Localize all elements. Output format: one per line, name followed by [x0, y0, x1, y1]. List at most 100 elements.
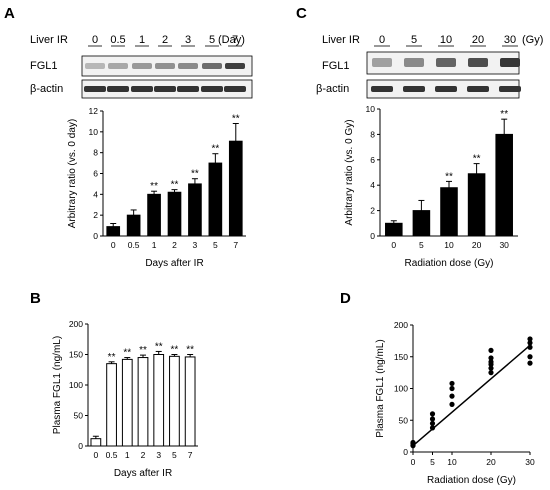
chart-a-significance: **	[150, 181, 158, 192]
chart-d-point	[429, 420, 436, 427]
blot-a-actin-band	[154, 86, 176, 92]
blot-a-row-actin: β-actin	[30, 83, 63, 95]
chart-b-bar	[153, 354, 165, 447]
chart-d-y-label: Plasma FGL1 (ng/mL)	[375, 339, 386, 437]
blot-a-lane-label: 0	[92, 34, 98, 46]
chart-a-y-tick-label: 0	[93, 231, 98, 241]
panel-label-d: D	[340, 290, 351, 307]
chart-d-point	[527, 360, 533, 366]
chart-d-point	[449, 393, 455, 399]
chart-d-point	[410, 439, 416, 446]
chart-a-y-tick-label: 10	[89, 127, 99, 137]
chart-d-point	[429, 416, 436, 422]
chart-d-x-label: Radiation dose (Gy)	[427, 475, 516, 486]
panel-label-a: A	[4, 5, 15, 22]
blot-a: Liver IR (Day) 0 0.5 1 2 3 5 7 FGL1 β-actin	[30, 34, 253, 99]
blot-c-fgl1-band	[404, 58, 424, 67]
chart-d-point	[449, 385, 455, 392]
chart-a-y-tick-label: 8	[93, 148, 98, 158]
blot-c-lanes: 0 5 10 20 30	[374, 34, 518, 47]
chart-a-x-tick-label: 5	[213, 240, 218, 250]
chart-d-y-tick-label: 50	[399, 415, 409, 425]
chart-b-bar	[137, 357, 149, 447]
chart-b-y-tick-label: 50	[74, 411, 84, 421]
chart-a-significance: **	[211, 144, 219, 155]
chart-c-bar	[440, 187, 458, 237]
blot-a-lanes: 0 0.5 1 2 3 5 7	[88, 34, 242, 47]
chart-b-x-tick-label: 7	[188, 450, 193, 460]
chart-c-y-label: Arbitrary ratio (vs. 0 Gy)	[344, 119, 355, 225]
chart-d-y-tick-label: 200	[394, 320, 408, 330]
chart-a-y-tick-label: 12	[89, 106, 99, 116]
blot-c: Liver IR (Gy) 0 5 10 20 30 FGL1 β-actin	[316, 34, 543, 99]
chart-b-significance: **	[155, 341, 163, 352]
chart-a-bar	[188, 183, 202, 237]
chart-a-x-tick-label: 3	[193, 240, 198, 250]
chart-a-significance: **	[191, 169, 199, 180]
chart-c-significance: **	[445, 171, 453, 182]
blot-c-row-actin: β-actin	[316, 83, 349, 95]
chart-d-y-tick-label: 150	[394, 352, 408, 362]
chart-a-y-tick-label: 4	[93, 189, 98, 199]
chart-a-x-label: Days after IR	[145, 258, 203, 269]
blot-a-fgl1-band	[202, 63, 222, 69]
chart-a-y-tick-label: 2	[93, 210, 98, 220]
chart-d-x-tick-label: 0	[411, 457, 416, 467]
chart-c-y-tick-label: 10	[366, 104, 376, 114]
chart-a-significance: **	[171, 180, 179, 191]
chart-d-y-tick-label: 0	[403, 447, 408, 457]
chart-a-x-tick-label: 1	[152, 240, 157, 250]
chart-a-bar	[106, 226, 121, 237]
chart-c-x-tick-label: 20	[472, 240, 482, 250]
chart-c-x-label: Radiation dose (Gy)	[405, 258, 494, 269]
chart-c-bar	[495, 133, 513, 237]
chart-b-x-tick-label: 1	[125, 450, 130, 460]
chart-c-significance: **	[500, 109, 508, 120]
blot-a-fgl1-band	[155, 63, 175, 69]
blot-c-lane-label: 30	[504, 34, 516, 46]
chart-c-bar	[385, 222, 403, 237]
chart-d-point	[527, 354, 533, 360]
chart-b-y-tick-label: 150	[69, 350, 83, 360]
chart-d: 0 50 100 150 200 0 5 10 20 30 Radiation dose (Gy) P…	[375, 320, 535, 486]
chart-a-bar	[228, 140, 243, 237]
chart-b-significance: **	[171, 345, 179, 356]
chart-c-y-tick-label: 8	[370, 129, 375, 139]
blot-c-actin-band	[499, 86, 521, 92]
chart-b-x-tick-label: 5	[172, 450, 177, 460]
chart-a-y-tick-label: 6	[93, 169, 98, 179]
chart-d-x-tick-label: 10	[447, 457, 457, 467]
chart-b-significance: **	[123, 348, 131, 359]
chart-d-x-tick-label: 20	[486, 457, 496, 467]
chart-b-bar	[121, 358, 133, 447]
chart-b-significance: **	[108, 352, 116, 363]
chart-d-x-tick-label: 30	[525, 457, 535, 467]
blot-a-lane-label: 1	[139, 34, 145, 46]
blot-c-actin-band	[467, 86, 489, 92]
blot-c-bands	[371, 58, 521, 92]
blot-c-lane-label: 10	[440, 34, 452, 46]
blot-a-fgl1-band	[85, 63, 105, 69]
blot-c-fgl1-band	[436, 58, 456, 67]
chart-c-y-tick-label: 6	[370, 155, 375, 165]
chart-c: 0 2 4 6 8 10 0 5 ** 10 ** 20 ** 30 Radiation dose (Gy)…	[344, 104, 518, 269]
chart-d-y-tick-label: 100	[394, 384, 408, 394]
blot-a-row-fgl1: FGL1	[30, 60, 58, 72]
chart-b-bar	[184, 356, 196, 447]
blot-c-actin-band	[435, 86, 457, 92]
chart-c-x-tick-label: 0	[391, 240, 396, 250]
chart-b: 0 50 100 150 200 0 ** 0.5 ** 1 ** 2 ** 3 ** 5 ** 7 Days af…	[52, 319, 198, 479]
chart-a-x-tick-label: 7	[233, 240, 238, 250]
blot-a-bands	[84, 63, 246, 92]
blot-a-actin-band	[131, 86, 153, 92]
chart-b-bar	[169, 355, 180, 447]
blot-a-fgl1-band	[178, 63, 198, 69]
chart-c-x-tick-label: 10	[444, 240, 454, 250]
chart-c-y-tick-label: 2	[370, 206, 375, 216]
chart-b-y-label: Plasma FGL1 (ng/mL)	[52, 336, 63, 434]
blot-a-actin-band	[201, 86, 223, 92]
blot-a-header: Liver IR	[30, 34, 68, 46]
chart-a-bar	[147, 193, 161, 237]
blot-a-lane-label: 3	[185, 34, 191, 46]
